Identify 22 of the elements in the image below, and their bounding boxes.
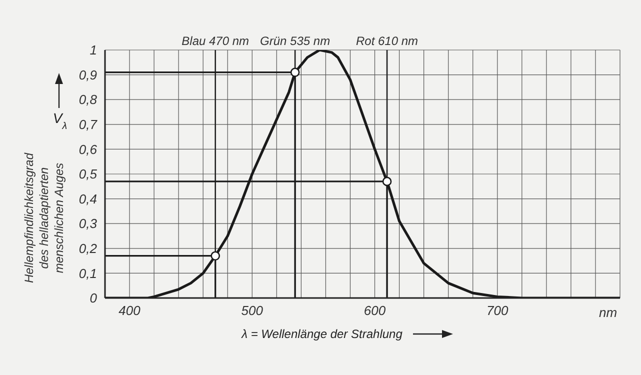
y-tick-label: 1 [90,42,97,58]
y-tick-label: 0,8 [78,92,98,108]
y-tick-label: 0 [90,290,98,306]
x-tick-label: 400 [118,303,142,318]
ref-line-label: Rot 610 nm [356,34,418,48]
y-tick-label: 0,4 [78,191,97,206]
x-tick-label: 500 [241,303,264,318]
x-axis-title: λ = Wellenlänge der Strahlung [240,327,403,341]
y-tick-label: 0,9 [78,67,97,82]
x-tick-label: 700 [486,303,509,318]
text: nm [598,305,618,320]
y-tick-label: 0,5 [78,166,98,182]
y-tick-label: 0,6 [78,142,98,157]
x-tick-label: 600 [364,303,386,318]
y-tick-label: 0,7 [78,117,98,132]
y-tick-label: 0,2 [78,241,98,256]
ref-line-label: Blau 470 nm [182,34,250,48]
y-tick-label: 0,3 [78,216,98,232]
y-axis-title: Hellempfindlichkeitsgrad des helladaptierten menschlichen Auges [22,152,66,284]
text: V$_{λ}$ [52,110,68,132]
y-tick-label: 0,1 [78,266,97,281]
ref-line-label: Grün 535 nm [260,34,330,48]
